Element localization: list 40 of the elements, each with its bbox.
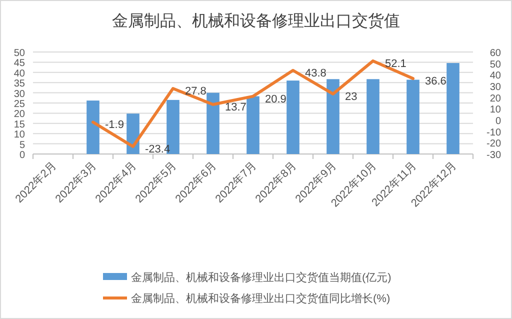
y-tick-label: 45 <box>14 58 26 70</box>
y2-tick-label: 30 <box>490 82 502 93</box>
y-tick-label: 35 <box>14 78 26 90</box>
y2-tick-label: 0 <box>495 116 502 127</box>
data-label: 20.9 <box>265 93 286 106</box>
data-label: 43.8 <box>305 67 326 80</box>
y2-tick-label: 10 <box>490 104 502 116</box>
bar <box>286 80 300 154</box>
y-tick-label: 10 <box>14 130 26 141</box>
y-tick-label: 20 <box>14 109 26 120</box>
y-tick-label: 40 <box>14 68 26 80</box>
y2-tick-label: 20 <box>490 93 502 104</box>
data-label: 13.7 <box>225 101 246 114</box>
y-tick-label: 30 <box>14 88 26 100</box>
chart-title: 金属制品、机械和设备修理业出口交货值 <box>112 12 400 30</box>
legend-label: 金属制品、机械和设备修理业出口交货值同比增长(%) <box>131 292 390 305</box>
bar <box>326 79 340 154</box>
bar <box>206 92 220 154</box>
y2-tick-label: -30 <box>486 150 502 161</box>
bar <box>246 96 260 154</box>
bar <box>86 100 100 154</box>
data-label: 52.1 <box>385 58 406 70</box>
data-label: 27.8 <box>185 85 206 98</box>
data-label: 36.6 <box>425 76 446 88</box>
y-tick-label: 50 <box>14 48 26 59</box>
y2-tick-label: 60 <box>490 48 502 59</box>
y2-tick-label: 40 <box>490 70 502 82</box>
y-tick-label: 15 <box>14 119 26 130</box>
y2-tick-label: -10 <box>486 127 502 138</box>
bar <box>366 79 380 154</box>
data-label: 23 <box>345 90 358 103</box>
bar <box>406 80 420 154</box>
y2-tick-label: -20 <box>486 138 502 150</box>
legend-label: 金属制品、机械和设备修理业出口交货值当期值(亿元) <box>131 271 392 284</box>
y2-tick-label: 50 <box>490 59 502 70</box>
y-tick-label: 25 <box>14 99 26 110</box>
y-tick-label: 5 <box>19 140 26 151</box>
bar <box>446 63 460 154</box>
y-tick-label: 0 <box>19 150 26 161</box>
data-label: -1.9 <box>105 119 124 132</box>
